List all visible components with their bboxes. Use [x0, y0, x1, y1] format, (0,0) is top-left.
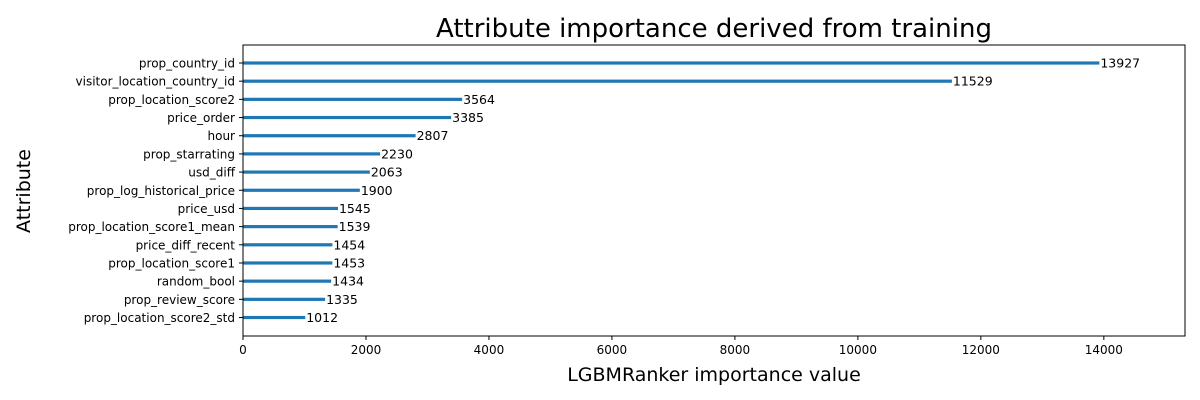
category-label: price_order [167, 111, 235, 125]
bar [243, 115, 452, 120]
x-tick-label: 8000 [720, 343, 751, 357]
category-label: random_bool [157, 275, 235, 289]
bar [243, 97, 463, 101]
value-label: 13927 [1100, 56, 1140, 71]
x-tick-label: 10000 [839, 343, 877, 357]
category-label: prop_country_id [139, 57, 235, 71]
x-tick-label: 12000 [962, 343, 1000, 357]
value-label: 1539 [339, 219, 371, 234]
bar [243, 297, 326, 301]
category-label: usd_diff [188, 166, 235, 180]
bar [243, 225, 338, 229]
category-label: prop_location_score2_std [84, 311, 235, 325]
category-label: price_diff_recent [136, 238, 236, 252]
category-label: prop_log_historical_price [87, 184, 235, 198]
category-label: visitor_location_country_id [76, 75, 235, 89]
category-label: prop_review_score [124, 293, 235, 307]
value-label: 1453 [333, 255, 365, 270]
x-tick-label: 6000 [597, 343, 628, 357]
plot-area: 0 2000 4000 6000 8000 10000 12000 14000 prop_cou… [68, 56, 1140, 358]
chart-title: Attribute importance derived from traini… [436, 14, 992, 44]
value-label: 1900 [361, 183, 393, 198]
value-label: 3564 [463, 92, 495, 107]
value-label: 1434 [332, 274, 364, 289]
category-label: hour [208, 129, 236, 143]
value-label: 1545 [339, 201, 371, 216]
value-label: 2230 [381, 146, 413, 161]
category-label: prop_location_score1_mean [68, 220, 235, 234]
value-label: 1335 [326, 292, 358, 307]
x-tick-label: 2000 [351, 343, 382, 357]
bar [243, 79, 952, 83]
value-label: 1454 [333, 237, 365, 252]
category-label: price_usd [178, 202, 235, 216]
x-tick-label: 0 [239, 343, 247, 357]
value-label: 11529 [953, 74, 993, 89]
bar [243, 188, 360, 192]
bar [243, 279, 332, 283]
category-label: prop_starrating [143, 147, 235, 161]
bar [243, 152, 381, 156]
value-label: 2807 [417, 128, 449, 143]
bar [243, 315, 306, 320]
x-tick-label: 4000 [474, 343, 505, 357]
x-axis-label: LGBMRanker importance value [567, 364, 861, 386]
bar [243, 261, 333, 265]
value-label: 1012 [306, 310, 338, 325]
bar [243, 170, 370, 174]
bar [243, 134, 416, 138]
value-label: 3385 [452, 110, 484, 125]
value-label: 2063 [371, 165, 403, 180]
category-label: prop_location_score1 [108, 256, 235, 270]
x-tick-label: 14000 [1085, 343, 1123, 357]
bar [243, 206, 338, 211]
bar [243, 243, 333, 247]
category-label: prop_location_score2 [108, 93, 235, 107]
bar [243, 61, 1100, 65]
plot-frame [242, 44, 1186, 337]
y-axis-label: Attribute [13, 149, 35, 233]
